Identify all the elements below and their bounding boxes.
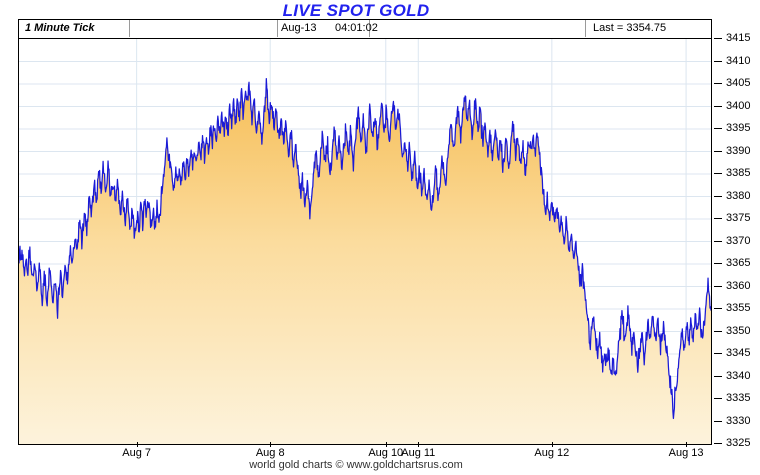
y-axis-tick (714, 308, 722, 309)
x-axis: Aug 7 Aug 8 Aug 10 Aug 11 Aug 12 Aug 13 (0, 442, 760, 463)
y-axis-tick-label: 3395 (726, 122, 751, 134)
x-axis-tick (551, 442, 553, 447)
y-axis-tick (714, 60, 722, 62)
chart-title: LIVE SPOT GOLD (282, 1, 430, 20)
y-axis-tick-label: 3410 (726, 54, 751, 67)
y-axis-tick (714, 353, 722, 354)
y-axis-tick-label: 3365 (726, 257, 751, 269)
x-axis-tick-label: Aug 8 (255, 447, 285, 459)
y-axis-tick (714, 375, 722, 377)
y-axis-tick (714, 128, 722, 129)
y-axis-tick (714, 173, 722, 174)
x-axis-tick-label: Aug 12 (534, 447, 570, 459)
x-axis-tick (136, 442, 138, 447)
chart-plot-area (18, 38, 712, 445)
y-axis-tick (714, 105, 722, 107)
y-axis-tick-label: 3325 (726, 437, 751, 449)
y-axis-tick (714, 398, 722, 399)
x-axis-tick-label: Aug 11 (401, 447, 436, 459)
x-axis-tick (686, 442, 688, 447)
chart-header-bar: 1 Minute Tick Aug-13 04:01:02 Last = 335… (18, 19, 712, 38)
y-axis-tick-label: 3345 (726, 347, 751, 359)
x-axis-tick (270, 442, 272, 447)
last-price-label: Last = 3354.75 (593, 22, 667, 34)
y-axis-tick-label: 3400 (726, 99, 751, 112)
y-axis-tick-label: 3405 (726, 77, 751, 89)
y-axis-tick-label: 3335 (726, 392, 751, 404)
x-axis-tick-label: Aug 13 (668, 447, 704, 459)
price-area-chart (19, 39, 711, 444)
y-axis-tick (714, 38, 722, 39)
chart-footer-credit: world gold charts © www.goldchartsrus.co… (249, 459, 463, 471)
y-axis-tick-label: 3330 (726, 414, 751, 427)
tick-interval-label: 1 Minute Tick (25, 22, 95, 34)
y-axis-tick (714, 263, 722, 264)
y-axis-tick (714, 285, 722, 287)
y-axis-tick-label: 3415 (726, 32, 751, 44)
y-axis-tick (714, 218, 722, 219)
y-axis-tick (714, 83, 722, 84)
y-axis-tick-label: 3360 (726, 279, 751, 292)
y-axis-tick-label: 3390 (726, 144, 751, 157)
y-axis-tick-label: 3385 (726, 167, 751, 179)
y-axis-tick (714, 240, 722, 242)
y-axis-tick (714, 330, 722, 332)
x-axis-tick (418, 442, 420, 447)
price-line (19, 78, 711, 420)
y-axis-tick (714, 420, 722, 422)
y-axis-tick-label: 3375 (726, 212, 751, 224)
y-axis-tick-label: 3340 (726, 369, 751, 382)
y-axis-tick-label: 3350 (726, 324, 751, 337)
y-axis-tick (714, 443, 722, 444)
y-axis-tick-label: 3370 (726, 234, 751, 247)
y-axis-tick (714, 195, 722, 197)
x-axis-tick (385, 442, 387, 447)
x-axis-tick-label: Aug 7 (122, 447, 151, 459)
y-axis-tick (714, 150, 722, 152)
quote-time-label: 04:01:02 (335, 22, 378, 34)
y-axis-tick-label: 3355 (726, 302, 751, 314)
x-axis-tick-label: Aug 10 (368, 447, 404, 459)
y-axis-tick-label: 3380 (726, 189, 751, 202)
quote-date-label: Aug-13 (281, 22, 317, 34)
y-axis: 3325 3330 3335 3340 3345 3350 3355 3360 3365 3370… (714, 32, 760, 449)
